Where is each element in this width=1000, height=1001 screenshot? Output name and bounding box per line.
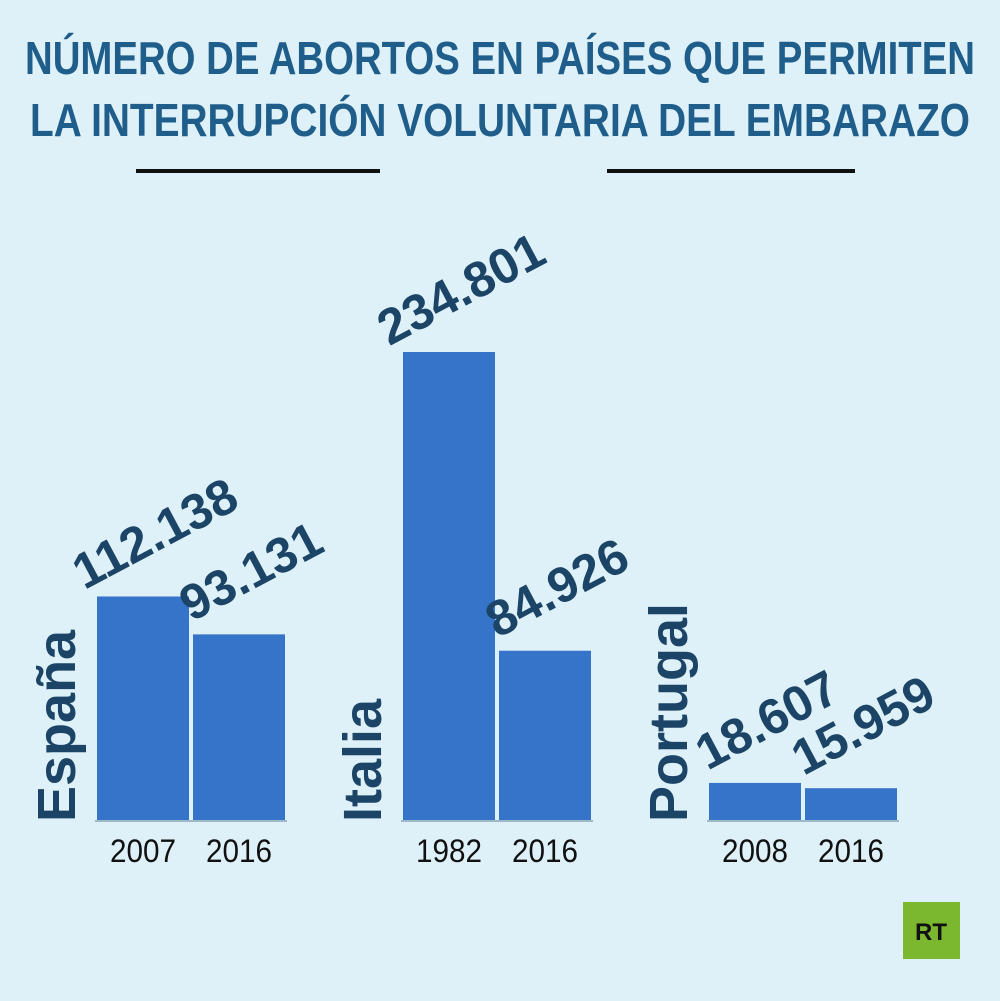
bar xyxy=(805,788,897,820)
x-tick-label: 2008 xyxy=(722,833,788,869)
group-label: España xyxy=(27,629,87,822)
group-label: Portugal xyxy=(639,603,699,822)
group-label: Italia xyxy=(333,698,393,822)
bar xyxy=(403,352,495,820)
bar xyxy=(709,782,801,820)
logo-box xyxy=(903,902,960,959)
chart-title: NÚMERO DE ABORTOS EN PAÍSES QUE PERMITEN xyxy=(25,32,975,84)
bar xyxy=(193,634,285,820)
x-tick-label: 2016 xyxy=(512,833,578,869)
chart-title: LA INTERRUPCIÓN VOLUNTARIA DEL EMBARAZO xyxy=(30,94,970,146)
bar xyxy=(97,596,189,820)
x-tick-label: 2016 xyxy=(818,833,884,869)
logo: RT xyxy=(915,919,947,946)
x-tick-label: 1982 xyxy=(416,833,482,869)
bar xyxy=(499,650,591,820)
x-tick-label: 2016 xyxy=(206,833,272,869)
x-tick-label: 2007 xyxy=(110,833,176,869)
